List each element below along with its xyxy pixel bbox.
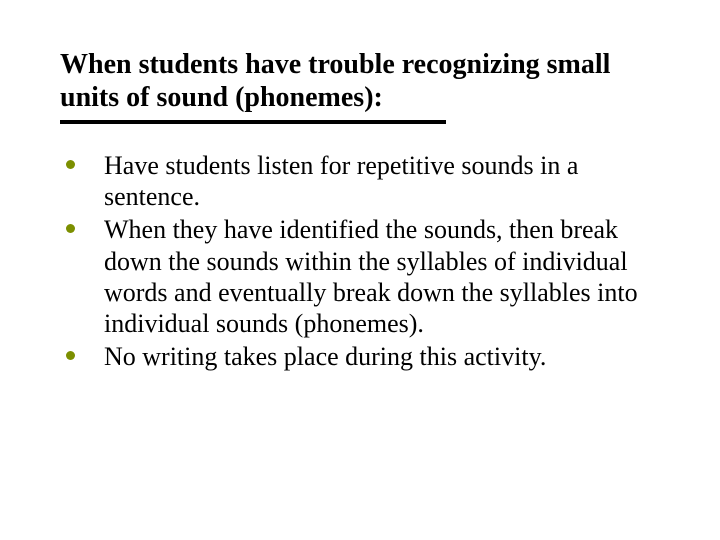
bullet-icon xyxy=(66,150,104,169)
slide-body: Have students listen for repetitive soun… xyxy=(60,150,668,372)
list-item-text: Have students listen for repetitive soun… xyxy=(104,150,668,212)
slide-title: When students have trouble recognizing s… xyxy=(60,48,668,114)
list-item-text: When they have identified the sounds, th… xyxy=(104,214,668,339)
title-accent-bar xyxy=(60,120,446,124)
slide: When students have trouble recognizing s… xyxy=(0,0,720,540)
list-item: No writing takes place during this activ… xyxy=(60,341,668,372)
list-item-text: No writing takes place during this activ… xyxy=(104,341,668,372)
list-item: Have students listen for repetitive soun… xyxy=(60,150,668,212)
bullet-dot-icon xyxy=(66,160,75,169)
bullet-icon xyxy=(66,341,104,360)
bullet-icon xyxy=(66,214,104,233)
title-block: When students have trouble recognizing s… xyxy=(60,48,668,124)
list-item: When they have identified the sounds, th… xyxy=(60,214,668,339)
bullet-dot-icon xyxy=(66,351,75,360)
bullet-dot-icon xyxy=(66,224,75,233)
